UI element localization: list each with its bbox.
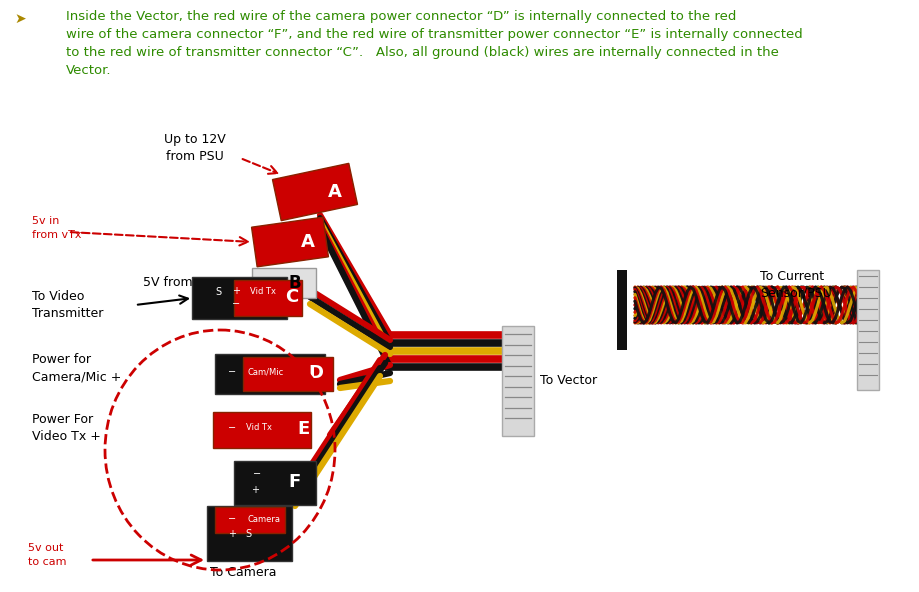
Polygon shape bbox=[251, 217, 328, 267]
Text: To Video
Transmitter: To Video Transmitter bbox=[32, 290, 103, 320]
Polygon shape bbox=[252, 268, 315, 298]
Text: Camera: Camera bbox=[248, 514, 280, 523]
Text: 5v in
from vTx: 5v in from vTx bbox=[32, 217, 82, 240]
Text: −: − bbox=[232, 299, 240, 309]
Polygon shape bbox=[208, 506, 292, 561]
Text: B: B bbox=[289, 274, 301, 292]
Text: S: S bbox=[215, 287, 221, 297]
Text: Cam/Mic: Cam/Mic bbox=[248, 368, 284, 377]
Text: To Camera: To Camera bbox=[210, 565, 277, 578]
Bar bbox=[502, 326, 533, 436]
Text: Power For
Video Tx +: Power For Video Tx + bbox=[32, 413, 101, 443]
Text: F: F bbox=[289, 473, 301, 491]
Text: −: − bbox=[228, 514, 236, 524]
Text: A: A bbox=[301, 233, 314, 251]
Text: Vid Tx: Vid Tx bbox=[250, 287, 276, 295]
Text: Vid Tx: Vid Tx bbox=[245, 423, 272, 433]
Polygon shape bbox=[215, 507, 285, 533]
Polygon shape bbox=[233, 461, 315, 505]
Polygon shape bbox=[213, 412, 311, 448]
Text: S: S bbox=[244, 529, 251, 539]
Polygon shape bbox=[243, 357, 333, 391]
Text: +: + bbox=[251, 485, 259, 495]
Text: +: + bbox=[228, 529, 236, 539]
Text: C: C bbox=[285, 288, 299, 306]
Text: 5V from PSU: 5V from PSU bbox=[142, 275, 221, 288]
Text: ➤: ➤ bbox=[14, 12, 26, 26]
Text: D: D bbox=[308, 364, 323, 382]
Text: −: − bbox=[253, 469, 261, 479]
Polygon shape bbox=[233, 280, 301, 316]
Polygon shape bbox=[272, 163, 357, 221]
Text: To Vector: To Vector bbox=[539, 374, 596, 387]
Bar bbox=[857, 270, 878, 390]
Text: To Current
Sensor/PSU: To Current Sensor/PSU bbox=[759, 270, 831, 300]
Text: Inside the Vector, the red wire of the camera power connector “D” is internally : Inside the Vector, the red wire of the c… bbox=[66, 10, 802, 77]
Polygon shape bbox=[192, 277, 287, 319]
Text: E: E bbox=[298, 420, 310, 438]
Text: Power for
Camera/Mic +: Power for Camera/Mic + bbox=[32, 353, 121, 383]
Text: Up to 12V
from PSU: Up to 12V from PSU bbox=[164, 133, 226, 163]
Text: 5v out
to cam: 5v out to cam bbox=[28, 543, 66, 567]
Bar bbox=[617, 270, 627, 350]
Text: A: A bbox=[328, 183, 342, 201]
Text: −: − bbox=[228, 423, 236, 433]
Polygon shape bbox=[215, 354, 324, 394]
Text: −: − bbox=[228, 367, 236, 377]
Text: +: + bbox=[232, 286, 240, 296]
